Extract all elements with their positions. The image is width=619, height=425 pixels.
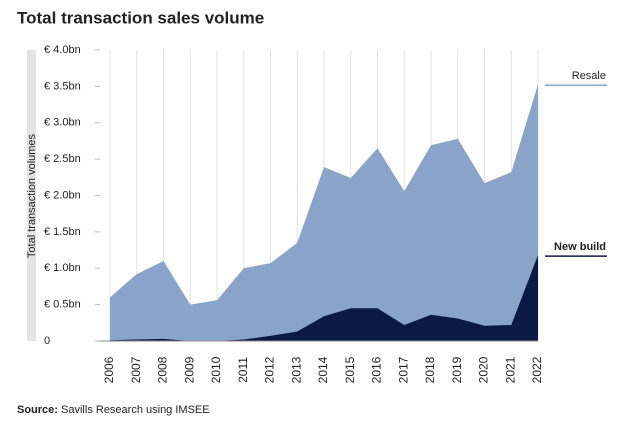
x-tick-label: 2008 xyxy=(156,356,170,383)
y-tick-label: € 4.0bn xyxy=(44,44,81,56)
x-tick-label: 2019 xyxy=(450,356,464,383)
x-tick-label: 2017 xyxy=(396,356,410,383)
x-tick-label: 2007 xyxy=(129,356,143,383)
x-tick-label: 2011 xyxy=(236,357,250,383)
x-tick-label: 2016 xyxy=(370,356,384,383)
y-tick-label: € 0.5bn xyxy=(44,299,81,311)
chart-title: Total transaction sales volume xyxy=(17,8,264,27)
y-tick-label: € 2.0bn xyxy=(44,189,81,201)
legend-label: Resale xyxy=(572,70,606,82)
x-tick-label: 2006 xyxy=(102,356,116,383)
y-tick-label: 0 xyxy=(44,335,50,347)
y-tick-label: € 1.5bn xyxy=(44,226,81,238)
y-tick-label: € 1.0bn xyxy=(44,262,81,274)
source-label: Source: xyxy=(17,404,58,416)
y-axis-title: Total transaction volumes xyxy=(26,133,38,258)
x-tick-label: 2012 xyxy=(263,356,277,383)
x-tick-label: 2013 xyxy=(289,356,303,383)
source: Source: Savills Research using IMSEE xyxy=(17,404,210,416)
x-tick-label: 2014 xyxy=(316,356,330,383)
y-tick-label: € 2.5bn xyxy=(44,153,81,165)
area xyxy=(110,84,538,341)
source-text: Savills Research using IMSEE xyxy=(61,404,210,416)
x-tick-label: 2009 xyxy=(182,356,196,383)
x-tick-label: 2018 xyxy=(423,356,437,383)
x-tick-label: 2015 xyxy=(343,356,357,383)
x-tick-label: 2022 xyxy=(530,356,544,383)
x-tick-label: 2021 xyxy=(503,356,517,383)
x-tick-label: 2020 xyxy=(477,356,491,383)
y-tick-label: € 3.0bn xyxy=(44,117,81,129)
y-tick-label: € 3.5bn xyxy=(44,80,81,92)
axis-title-band xyxy=(27,50,36,341)
area xyxy=(110,255,538,341)
x-tick-label: 2010 xyxy=(209,356,223,383)
legend-label: New build xyxy=(554,241,606,253)
